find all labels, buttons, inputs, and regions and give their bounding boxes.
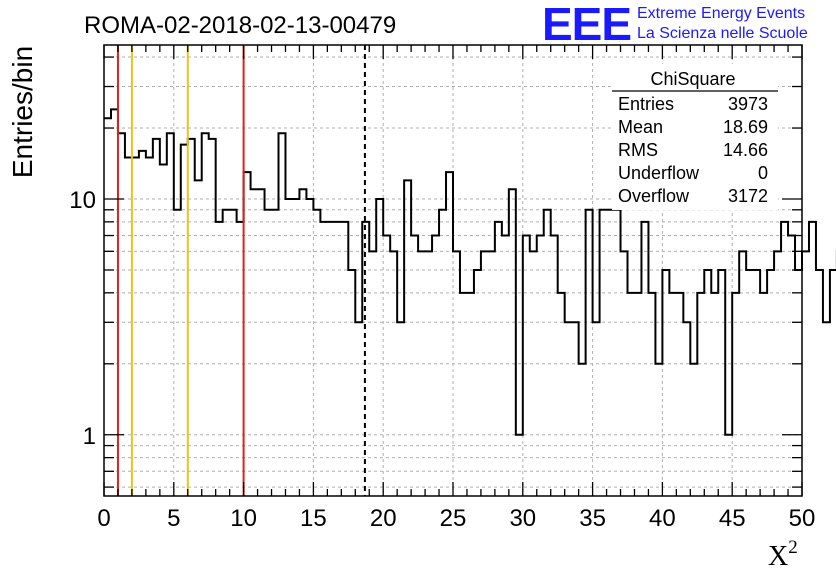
x-tick-label: 30 (509, 505, 536, 532)
stats-row-value: 3973 (728, 94, 768, 114)
stats-row-label: Mean (618, 117, 663, 137)
axis-ticks: 0 5 10 15 20 25 30 35 40 45 50 1 10 (69, 45, 815, 532)
x-tick-label: 15 (300, 505, 327, 532)
chart-title: ROMA-02-2018-02-13-00479 (84, 12, 396, 39)
x-tick-label: 45 (719, 505, 746, 532)
stats-row-value: 0 (758, 163, 768, 183)
x-tick-label: 20 (370, 505, 397, 532)
stats-row-label: RMS (618, 140, 658, 160)
y-tick-label: 10 (69, 187, 96, 214)
stats-row-label: Underflow (618, 163, 700, 183)
stats-row-label: Overflow (618, 186, 690, 206)
x-tick-label: 0 (97, 505, 110, 532)
x-tick-label: 50 (789, 505, 816, 532)
x-tick-label: 35 (579, 505, 606, 532)
y-tick-label: 1 (83, 423, 96, 450)
x-tick-label: 10 (230, 505, 257, 532)
y-axis-label: Entries/bin (7, 46, 38, 178)
logo-tagline-1: Extreme Energy Events (637, 5, 805, 22)
reference-lines (116, 45, 366, 496)
stats-row-value: 18.69 (723, 117, 768, 137)
x-axis-label-base: X (768, 541, 788, 572)
x-axis-label-superscript: 2 (788, 537, 798, 558)
x-tick-label: 5 (167, 505, 180, 532)
stats-row-value: 14.66 (723, 140, 768, 160)
stats-rows: Entries 3973 Mean 18.69 RMS 14.66 Underflow 0 Ov… (618, 94, 768, 206)
x-axis-label: X2 (768, 537, 798, 572)
stats-box: ChiSquare Entries 3973 Mean 18.69 RMS 14.66 Un… (612, 64, 778, 210)
eee-logo: EEE (542, 0, 631, 50)
stats-row-label: Entries (618, 94, 674, 114)
stats-box-background (612, 64, 778, 210)
x-tick-label: 25 (440, 505, 467, 532)
x-tick-label: 40 (649, 505, 676, 532)
histogram-line (104, 108, 836, 436)
logo-tagline-2: La Scienza nelle Scuole (637, 25, 808, 42)
stats-row-value: 3172 (728, 186, 768, 206)
stats-box-title: ChiSquare (650, 69, 735, 89)
histogram-series (104, 108, 836, 436)
